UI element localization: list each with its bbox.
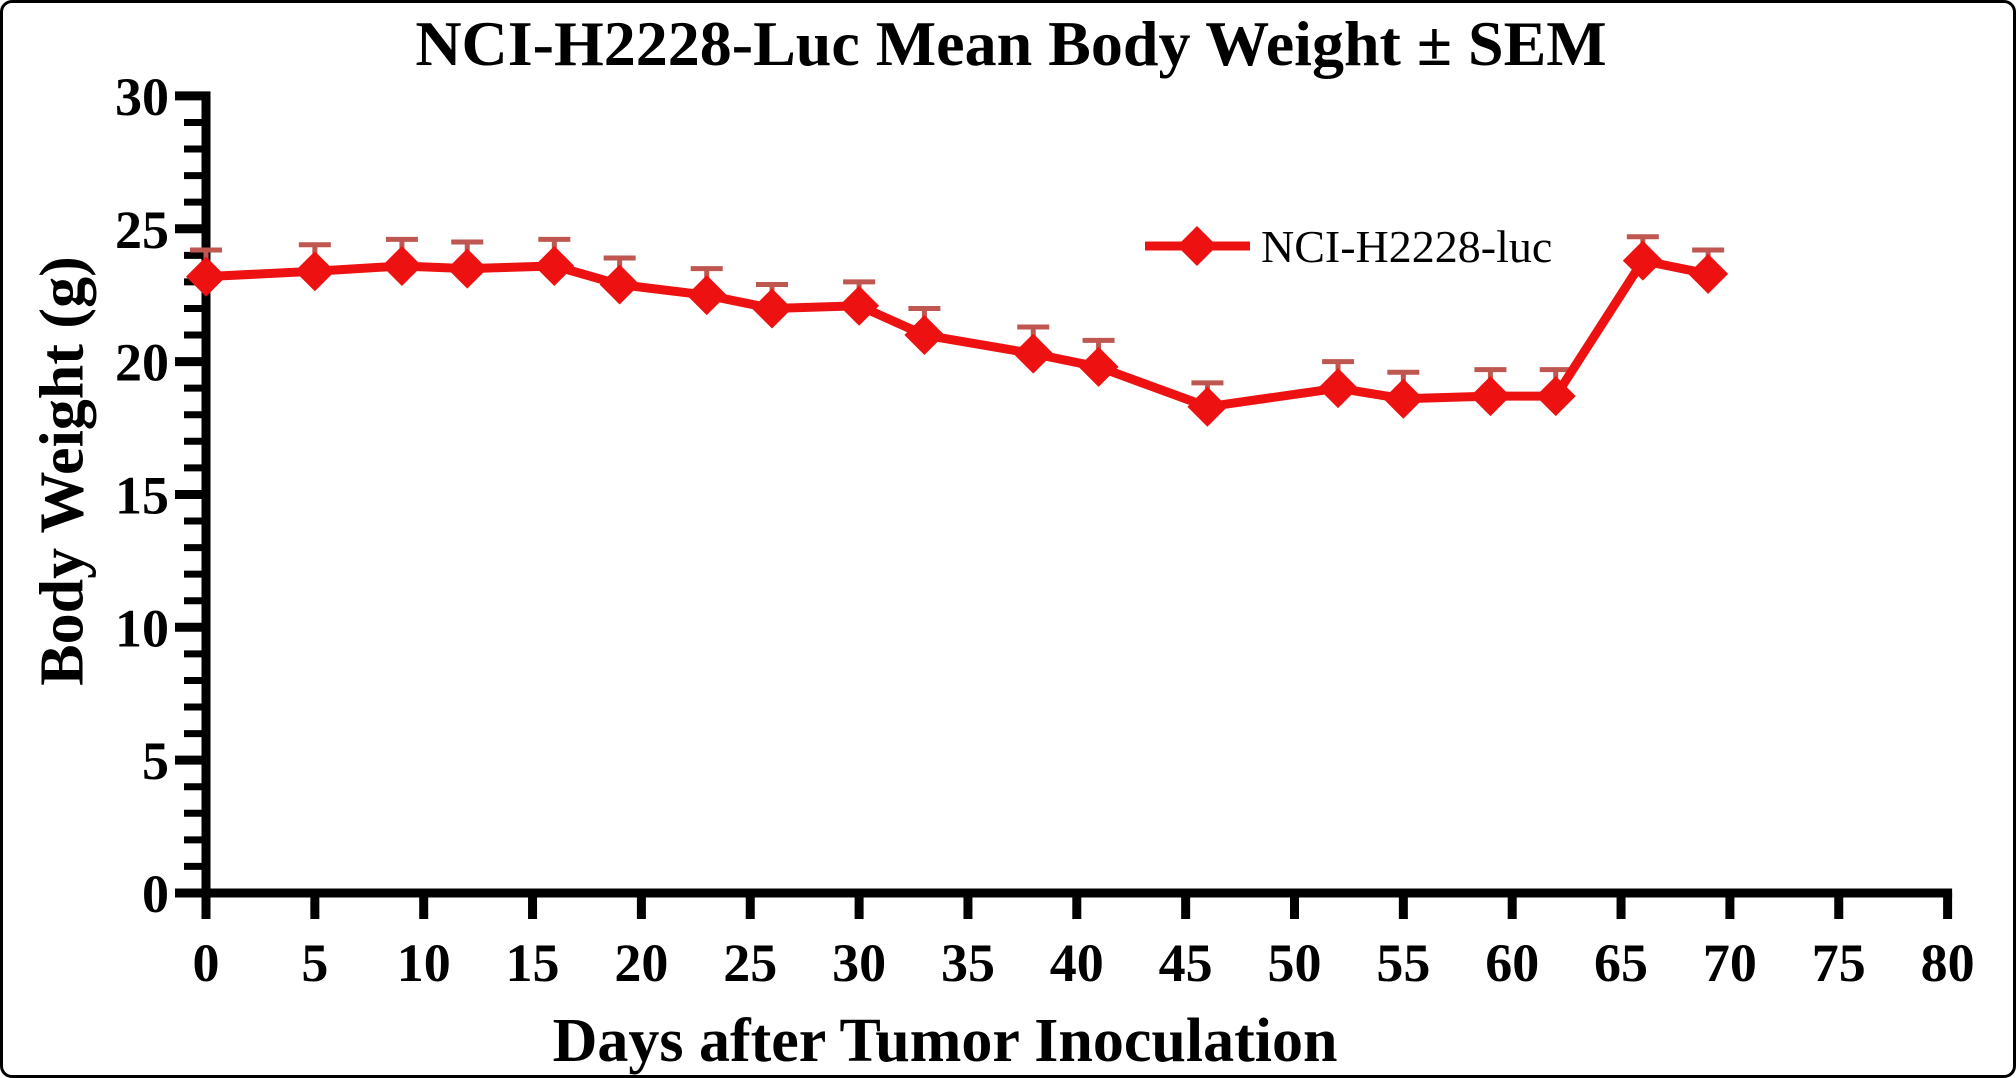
x-tick-label: 40 <box>1050 933 1104 993</box>
x-axis-title: Days after Tumor Inoculation <box>553 1007 1338 1075</box>
legend-label: NCI-H2228-luc <box>1261 221 1552 272</box>
chart-title: NCI-H2228-Luc Mean Body Weight ± SEM <box>415 8 1606 79</box>
data-point-marker <box>534 245 575 286</box>
x-tick-label: 25 <box>723 933 777 993</box>
data-point-marker <box>1535 376 1576 417</box>
x-tick-label: 10 <box>397 933 451 993</box>
data-point-marker <box>904 315 945 356</box>
data-point-marker <box>839 285 880 326</box>
y-tick-label: 15 <box>115 465 169 525</box>
legend: NCI-H2228-luc <box>1145 221 1552 272</box>
x-tick-label: 15 <box>506 933 560 993</box>
data-point-marker <box>686 275 727 316</box>
y-tick-label: 5 <box>142 731 169 791</box>
data-point-marker <box>1383 378 1424 419</box>
data-point-marker <box>1622 240 1663 281</box>
data-point-marker <box>294 251 335 292</box>
x-tick-label: 60 <box>1485 933 1539 993</box>
data-point-marker <box>1078 346 1119 387</box>
data-point-marker <box>599 264 640 305</box>
y-tick-label: 25 <box>115 200 169 260</box>
x-tick-label: 35 <box>941 933 995 993</box>
plot-svg: NCI-H2228-Luc Mean Body Weight ± SEM Day… <box>29 8 1975 1075</box>
y-tick-label: 20 <box>115 333 169 393</box>
data-point-marker <box>1013 333 1054 374</box>
data-point-marker <box>752 288 793 329</box>
legend-diamond-icon <box>1177 226 1217 266</box>
data-point-marker <box>186 256 226 297</box>
data-point-marker <box>447 248 488 289</box>
x-tick-label: 80 <box>1921 933 1975 993</box>
plot-area: 0 5 10 15 20 25 30 35 40 45 50 55 60 65 70 75 80 0 5 10 15 20… <box>115 67 1975 993</box>
x-tick-label: 45 <box>1159 933 1213 993</box>
data-point-marker <box>1470 376 1511 417</box>
x-tick-label: 30 <box>832 933 886 993</box>
x-tick-label: 70 <box>1703 933 1757 993</box>
x-tick-label: 55 <box>1376 933 1430 993</box>
x-tick-label: 0 <box>193 933 220 993</box>
x-tick-label: 20 <box>614 933 668 993</box>
y-axis-title: Body Weight (g) <box>29 256 97 685</box>
data-point-marker <box>1187 386 1228 427</box>
y-tick-label: 30 <box>115 67 169 127</box>
data-point-marker <box>1318 368 1359 409</box>
x-tick-label: 50 <box>1268 933 1322 993</box>
y-tick-label: 10 <box>115 598 169 658</box>
x-tick-label: 5 <box>301 933 328 993</box>
x-tick-label: 75 <box>1812 933 1866 993</box>
data-point-marker <box>1688 253 1729 294</box>
y-tick-label: 0 <box>142 864 169 924</box>
data-point-marker <box>381 245 422 286</box>
x-tick-label: 65 <box>1594 933 1648 993</box>
